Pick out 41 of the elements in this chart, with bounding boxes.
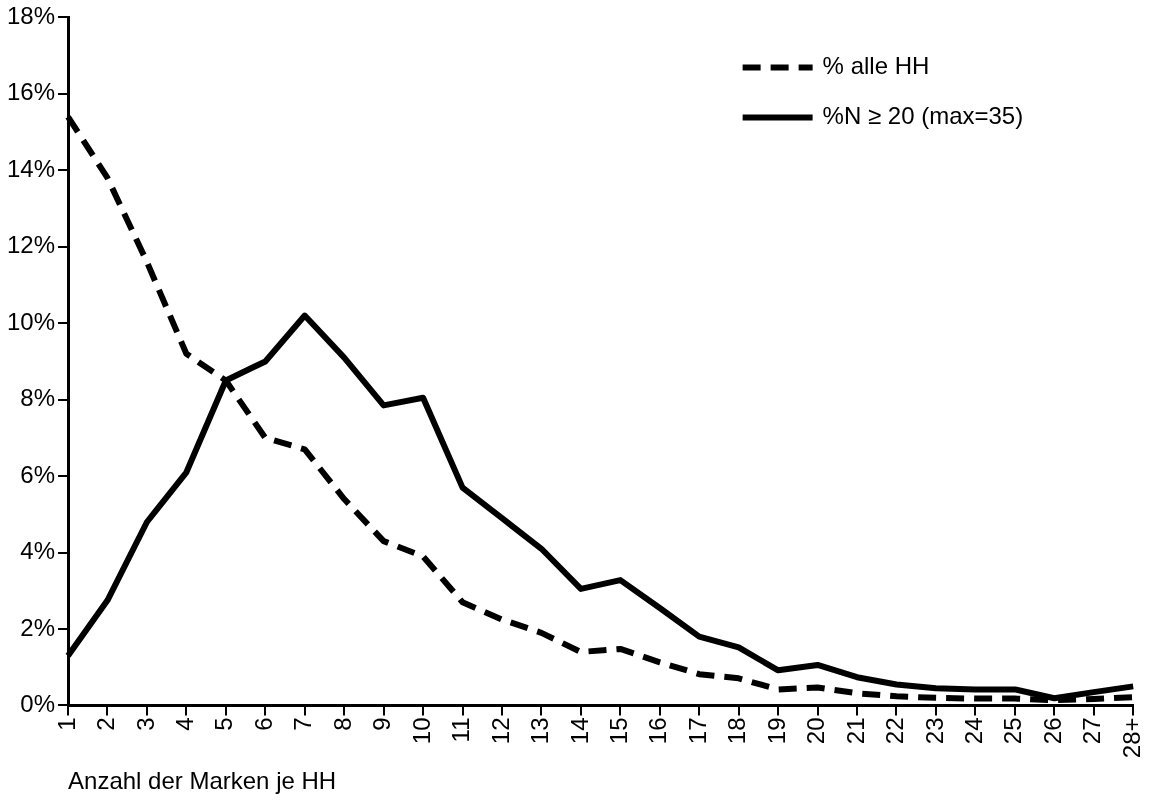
y-tick-label: 0% — [20, 690, 56, 718]
x-tick-label: 24 — [960, 717, 988, 745]
x-axis-title: Anzahl der Marken je HH — [68, 767, 337, 795]
x-tick-label: 14 — [565, 717, 593, 745]
x-tick-label: 23 — [920, 717, 948, 745]
x-tick-label: 8 — [328, 717, 356, 731]
x-tick-label: 28+ — [1117, 717, 1145, 759]
x-tick-label: 18 — [723, 717, 751, 745]
x-tick-label: 26 — [1038, 717, 1066, 745]
x-tick-label: 13 — [526, 717, 554, 745]
x-tick-label: 16 — [644, 717, 672, 745]
x-tick-label: 27 — [1078, 717, 1106, 745]
y-tick-label: 12% — [6, 231, 56, 259]
x-tick-label: 22 — [881, 717, 909, 745]
x-tick-label: 11 — [447, 717, 475, 743]
x-tick-label: 17 — [683, 717, 711, 745]
x-tick-label: 6 — [249, 717, 277, 731]
y-tick-label: 2% — [20, 613, 56, 641]
y-tick-label: 10% — [6, 307, 56, 335]
y-tick-label: 8% — [20, 384, 56, 412]
x-tick-label: 15 — [604, 717, 632, 745]
x-tick-label: 21 — [841, 717, 869, 745]
x-tick-label: 20 — [802, 717, 830, 745]
x-tick-label: 4 — [171, 717, 199, 731]
x-tick-label: 25 — [999, 717, 1027, 745]
x-tick-label: 12 — [486, 717, 514, 745]
x-tick-label: 1 — [52, 717, 80, 731]
y-tick-label: 18% — [6, 2, 56, 30]
x-tick-label: 10 — [407, 717, 435, 745]
legend-label: % alle HH — [822, 52, 930, 80]
y-tick-label: 16% — [6, 78, 56, 106]
y-tick-label: 4% — [20, 537, 56, 565]
x-tick-label: 3 — [131, 717, 159, 731]
y-tick-label: 6% — [20, 460, 56, 488]
x-tick-label: 5 — [210, 717, 238, 731]
x-tick-label: 19 — [762, 717, 790, 745]
x-tick-label: 2 — [92, 717, 120, 731]
x-tick-label: 7 — [289, 717, 317, 731]
legend-label: %N ≥ 20 (max=35) — [822, 102, 1024, 130]
x-tick-label: 9 — [368, 717, 396, 731]
y-tick-label: 14% — [6, 154, 56, 182]
